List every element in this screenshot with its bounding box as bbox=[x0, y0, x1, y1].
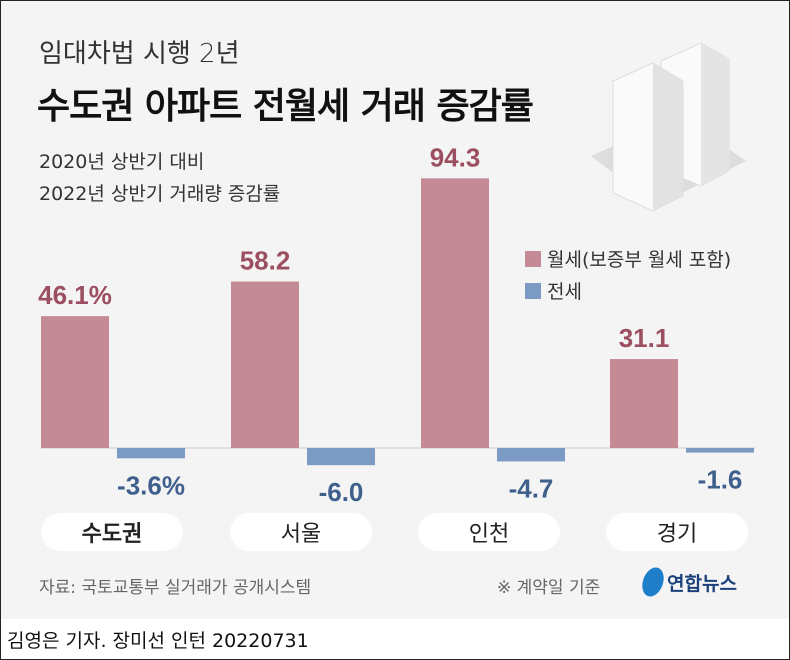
category-label: 수도권 bbox=[41, 513, 183, 551]
yonhap-logo: 연합뉴스 bbox=[638, 564, 737, 600]
credit-bar: 김영은 기자. 장미선 인턴 20220731 bbox=[1, 619, 789, 659]
kicker: 임대차법 시행 2년 bbox=[39, 39, 240, 69]
bar bbox=[41, 316, 109, 448]
data-label: 94.3 bbox=[430, 142, 481, 172]
bar bbox=[686, 448, 754, 453]
data-label: 31.1 bbox=[619, 323, 670, 353]
category-label: 인천 bbox=[418, 513, 560, 551]
data-label: 46.1% bbox=[38, 280, 112, 310]
legend-jeonse: 전세 bbox=[525, 277, 582, 304]
bar bbox=[421, 178, 489, 448]
bar bbox=[307, 448, 375, 466]
subtitle-line1: 2020년 상반기 대비 bbox=[39, 151, 205, 173]
legend-swatch-monthly bbox=[525, 250, 541, 267]
category-label: 서울 bbox=[230, 513, 372, 551]
bar bbox=[117, 448, 185, 459]
page-title: 수도권 아파트 전월세 거래 증감률 bbox=[37, 86, 534, 127]
legend-monthly: 월세(보증부 월세 포함) bbox=[525, 245, 731, 272]
logo-icon bbox=[638, 564, 668, 600]
data-label: -4.7 bbox=[509, 473, 554, 503]
note: ※ 계약일 기준 bbox=[497, 578, 601, 598]
category-label: 경기 bbox=[606, 513, 748, 551]
legend-label: 월세(보증부 월세 포함) bbox=[547, 249, 732, 271]
logo-text: 연합뉴스 bbox=[667, 572, 737, 595]
data-label: -6.0 bbox=[319, 477, 364, 507]
bar bbox=[231, 281, 299, 448]
bar bbox=[610, 359, 678, 448]
bar bbox=[497, 448, 565, 462]
data-label: -1.6 bbox=[698, 465, 743, 495]
source: 자료: 국토교통부 실거래가 공개시스템 bbox=[39, 578, 312, 598]
subtitle-line2: 2022년 상반기 거래량 증감률 bbox=[39, 183, 281, 205]
data-label: -3.6% bbox=[117, 470, 185, 500]
credit: 김영은 기자. 장미선 인턴 20220731 bbox=[7, 630, 309, 652]
data-label: 58.2 bbox=[240, 246, 291, 276]
legend-label: 전세 bbox=[547, 281, 582, 303]
legend-swatch-jeonse bbox=[525, 282, 541, 299]
